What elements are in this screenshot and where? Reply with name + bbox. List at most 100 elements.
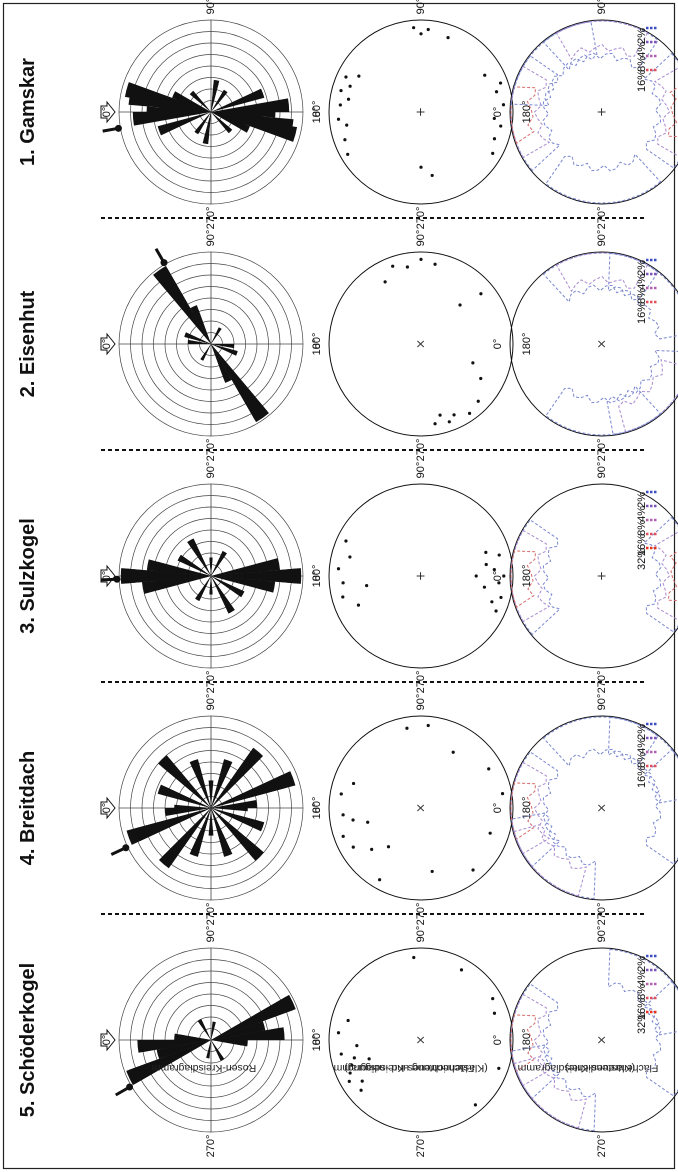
azimuth-label: 180° (311, 565, 323, 588)
density-contour (545, 153, 662, 204)
azimuth-label: 270° (415, 671, 427, 694)
rose-petal (135, 808, 211, 842)
density-legend: 2%4%8%16% (636, 722, 658, 788)
center-marker: × (414, 339, 428, 349)
center-marker: + (414, 571, 428, 581)
pole-point (348, 84, 352, 88)
center-marker: × (595, 1035, 609, 1045)
center-marker: × (595, 339, 609, 349)
azimuth-labels: 0°90°180°270° (311, 230, 533, 462)
density-contour (607, 948, 678, 1036)
azimuth-label: 0° (101, 339, 113, 350)
north-arrow-icon (100, 332, 116, 356)
pole-point (351, 781, 356, 786)
density-contour (510, 519, 561, 636)
rose-petal (211, 763, 231, 808)
pole-point (473, 1103, 478, 1107)
pole-point (492, 116, 496, 121)
rose-petal (211, 751, 260, 808)
pole-point (426, 723, 430, 728)
rose-petal (211, 576, 245, 598)
rose-petal (209, 576, 213, 595)
azimuth-label: 270° (415, 903, 427, 926)
pole-point (370, 847, 374, 851)
density-contour (510, 86, 537, 144)
pole-point (484, 550, 488, 555)
density-contour (643, 748, 678, 865)
pole-point (343, 138, 347, 142)
azimuth-label: 270° (415, 207, 427, 230)
rose-petal (211, 112, 250, 133)
pole-point (341, 595, 345, 599)
azimuth-label: 90° (205, 0, 217, 14)
pole-point (419, 257, 423, 261)
azimuth-label: 0° (492, 339, 504, 350)
rose-petal (211, 92, 226, 112)
azimuth-label: 270° (205, 1135, 217, 1158)
azimuth-label: 0° (311, 803, 323, 814)
stereonet-circle (328, 947, 514, 1133)
pole-point (498, 81, 503, 85)
pole-point (447, 420, 451, 424)
density-contour (545, 385, 662, 436)
rose-petal (208, 780, 214, 808)
pole-point (341, 581, 345, 585)
azimuth-label: 270° (596, 903, 608, 926)
rose-petal (211, 344, 235, 348)
pole-point (355, 1044, 359, 1048)
rose-petal (211, 82, 219, 112)
pole-point (446, 36, 450, 40)
pole-point (405, 265, 410, 269)
azimuth-label: 0° (492, 803, 504, 814)
azimuth-labels: 0°90°180°270° (492, 694, 608, 926)
pole-point (500, 792, 505, 796)
azimuth-labels: 0°90°180°270° (492, 230, 608, 462)
density-contour (513, 1056, 587, 1129)
row-label-text: Flächentreues-Kreisdiagramm (333, 1062, 474, 1074)
stereonet-circle (328, 483, 514, 669)
legend-label: 32% (636, 1012, 648, 1034)
azimuth-label: 180° (311, 797, 323, 820)
density-contour (510, 993, 551, 1087)
density-legend: 2%4%8%16% (636, 26, 658, 92)
rose-petal (211, 106, 276, 118)
pole-point (346, 1018, 350, 1023)
pole-diagram: + (328, 19, 514, 205)
azimuth-label: 0° (101, 107, 113, 118)
rose-petal (120, 568, 211, 584)
azimuth-label: 0° (311, 339, 323, 350)
pole-point (491, 151, 495, 155)
pole-point (336, 567, 341, 571)
density-contour (643, 516, 678, 633)
azimuth-labels: 0°90°180°270° (101, 926, 323, 1158)
pole-point (346, 97, 351, 101)
density-contour (510, 761, 551, 855)
site-column: 1. Gamskar 0°90°180°270°0°90°180°270°0°90… (17, 0, 678, 229)
density-contour (542, 716, 659, 767)
density-contour (643, 52, 678, 169)
stereonet-circle (509, 483, 678, 669)
pole-point (491, 997, 495, 1001)
main-direction-arrow-icon (122, 844, 130, 852)
rose-petal (187, 538, 211, 576)
legend-label: 2% (636, 956, 648, 972)
pole-point (405, 726, 409, 730)
rose-petal (157, 784, 211, 808)
legend-label: 2% (636, 492, 648, 508)
density-contour (542, 20, 659, 71)
pole-point (433, 262, 437, 266)
rotated-layout: 1. Gamskar 0° 90° 180° 270° 0° 90° 180° 270° 0° 90… (17, 0, 678, 1157)
rose-petal (189, 90, 211, 112)
rose-petal (209, 557, 213, 576)
pole-point (476, 399, 480, 403)
rose-petal (206, 1040, 211, 1059)
pole-point (378, 878, 382, 882)
pole-point (458, 303, 462, 307)
pole-point (359, 1088, 363, 1092)
pole-point (338, 103, 342, 107)
legend-label: 4% (636, 42, 648, 58)
rose-petal (195, 576, 211, 602)
azimuth-label: 0° (311, 107, 323, 118)
pole-point (341, 834, 345, 838)
rose-diagram (100, 715, 304, 901)
